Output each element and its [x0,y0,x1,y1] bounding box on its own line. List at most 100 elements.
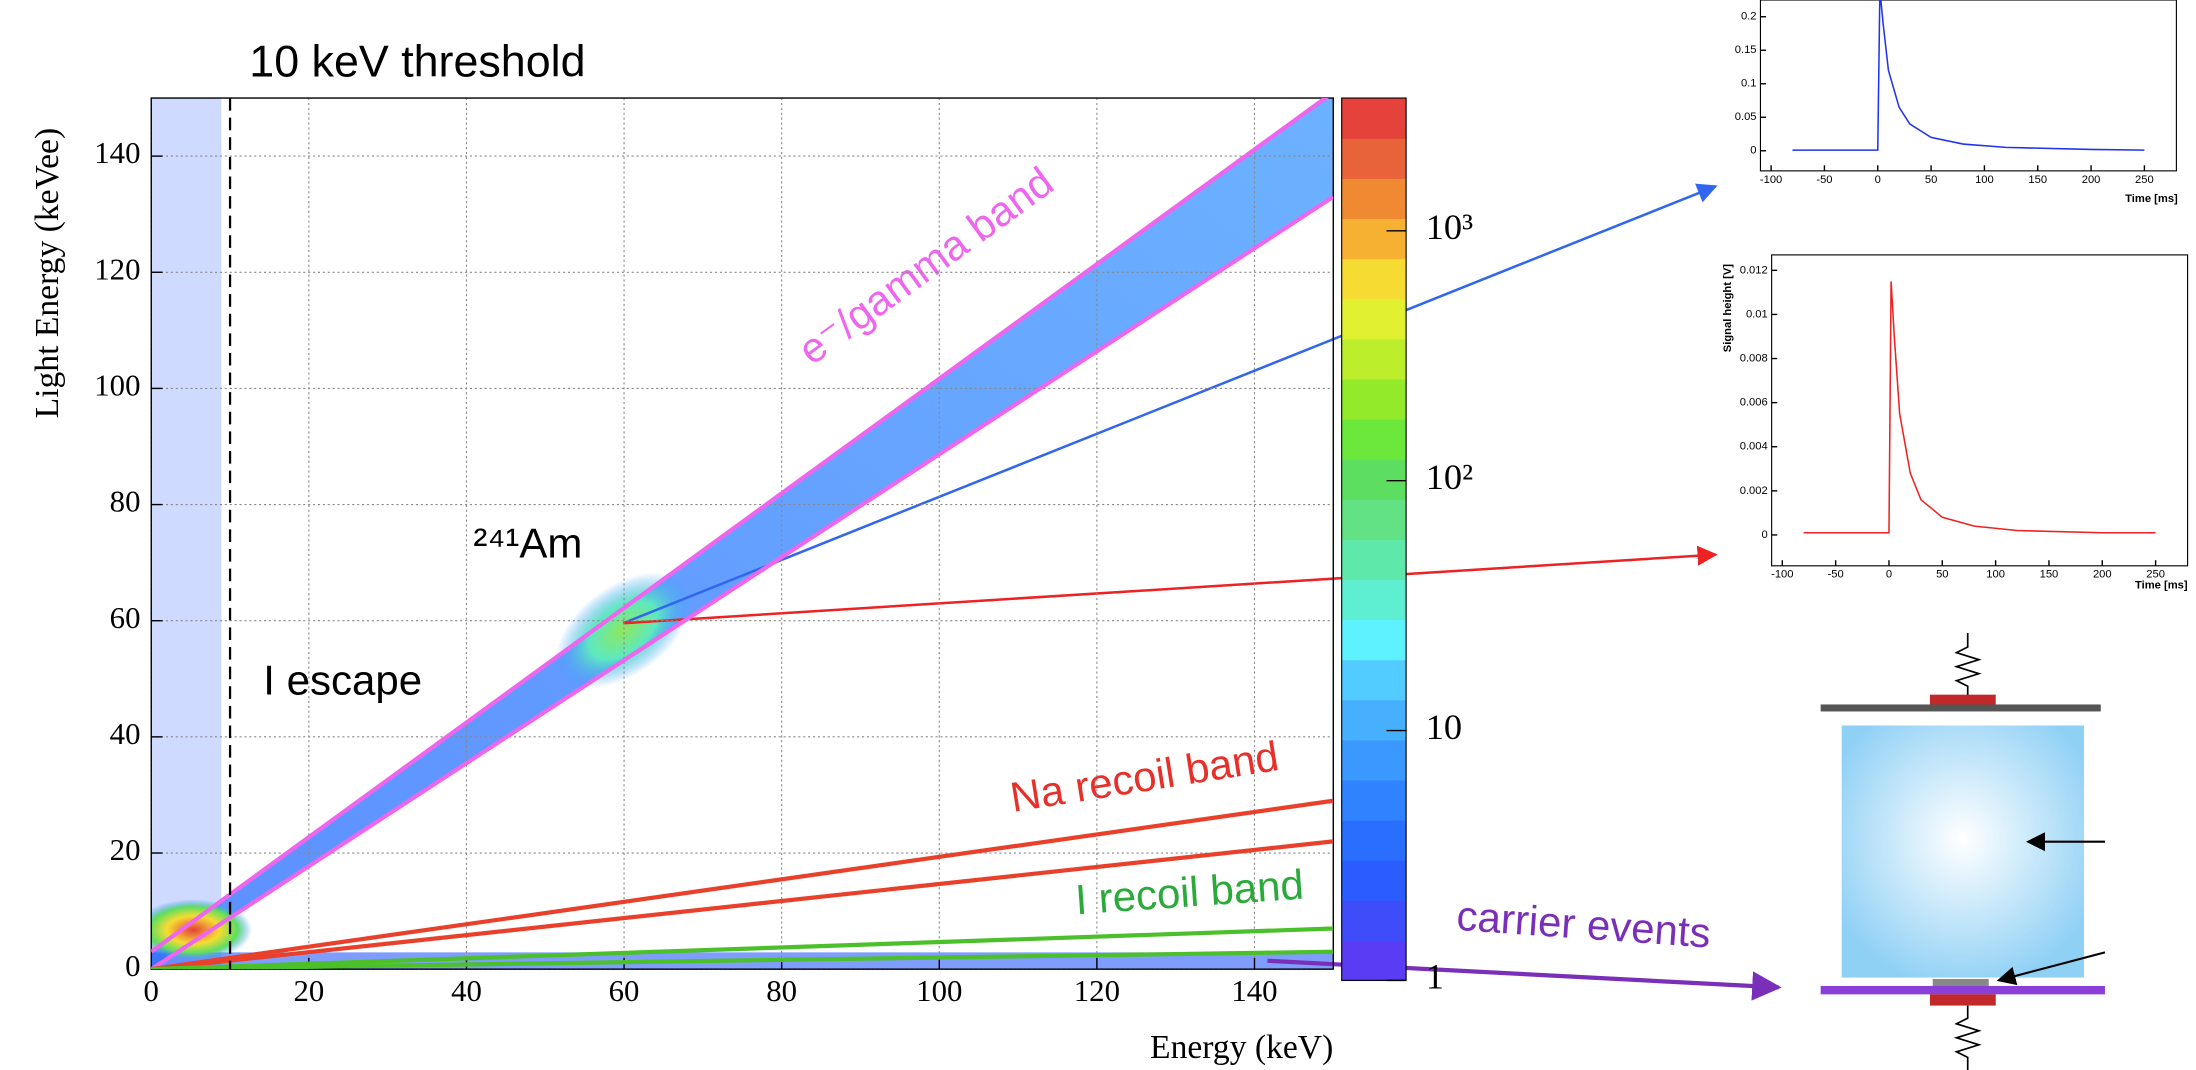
colorbar-bin [1341,860,1407,901]
spring [1953,1005,1982,1070]
x-tick-label: 150 [2040,569,2059,581]
band-line [151,839,1334,970]
colorbar-bin [1341,298,1407,340]
y-tick-label: 0.05 [1735,111,1757,123]
sensor [1929,694,1996,708]
x-tick-label: 0 [1875,174,1881,186]
arrow [622,183,1718,625]
colorbar-bin [1341,258,1407,300]
colorbar-tick-label: 10 [1426,707,1462,747]
x-tick-label: 140 [1231,974,1277,1008]
plot-frame [1771,254,2189,567]
y-tick-label: 0.004 [1740,441,1768,453]
colorbar-bin [1341,579,1407,621]
x-tick-label: 100 [916,974,962,1008]
carrier-layer [1932,978,1989,988]
arrow [623,545,1718,625]
density-band [151,98,1334,970]
spring [1953,633,1982,697]
colorbar-bin [1341,418,1407,460]
x-tick-label: 250 [2135,174,2154,186]
colorbar-bin [1341,378,1407,420]
x-tick-label: 250 [2146,569,2165,581]
band-line [151,949,1334,970]
signal-line [1803,281,2156,534]
colorbar-bin [1341,138,1407,179]
plot-frame [1759,0,2177,172]
x-tick-label: 20 [293,974,324,1008]
colorbar-frame [1341,97,1407,981]
y-axis-label: Light Energy (keVee) [29,128,66,419]
colorbar-bin [1341,178,1407,220]
colorbar-bin [1341,819,1407,861]
colorbar-bin [1341,539,1407,581]
colorbar-bin [1341,659,1407,701]
x-tick-label: -50 [1816,174,1832,186]
colorbar-bin [1341,218,1407,260]
x-tick-label: 200 [2082,174,2101,186]
y-tick-label: 40 [110,717,141,751]
colorbar-tick-label: 10² [1426,457,1473,497]
y-tick-label: 80 [110,485,141,519]
band-label: Na recoil band [1007,732,1282,821]
y-tick-label: 140 [94,136,140,170]
signal-line [1792,0,2145,151]
x-axis-label: Energy (keV) [1150,1029,1333,1066]
x-tick-label: 80 [766,974,797,1008]
y-tick-label: 0.006 [1740,397,1768,409]
plate [1820,704,2101,712]
sensor [1929,994,1996,1006]
plate [1820,985,2105,995]
y-tick-label: 0.01 [1746,308,1768,320]
y-axis-label: Signal height [V] [1722,264,1734,353]
y-tick-label: 0 [1761,529,1767,541]
y-tick-label: 60 [110,601,141,635]
colorbar-bin [1341,338,1407,380]
colorbar-bin [1341,98,1407,139]
y-tick-label: 0 [125,949,140,983]
x-tick-label: -50 [1828,569,1844,581]
plot-frame [150,97,1334,970]
x-tick-label: 60 [609,974,640,1008]
detector-schematic [1820,633,2106,1070]
arrow [1996,951,2106,986]
y-tick-label: 0.008 [1740,352,1768,364]
am-peak-blob [555,572,691,689]
colorbar-bin [1341,940,1407,982]
colorbar-tick-label: 1 [1426,957,1444,997]
annotation: ²⁴¹Am [473,519,582,566]
colorbar-bin [1341,900,1407,941]
y-tick-label: 20 [110,833,141,867]
y-tick-label: 0.2 [1741,11,1757,23]
low-energy-strip [151,98,222,970]
y-tick-label: 0.002 [1740,485,1768,497]
y-tick-label: 0 [1750,145,1756,157]
x-tick-label: 50 [1936,569,1948,581]
low-energy-blob [151,899,253,961]
x-tick-label: 0 [1886,569,1892,581]
y-tick-label: 120 [94,252,140,286]
colorbar-bin [1341,458,1407,500]
x-tick-label: -100 [1760,174,1782,186]
x-tick-label: 100 [1975,174,1994,186]
x-tick-label: 120 [1074,974,1120,1008]
y-tick-label: 0.1 [1741,78,1757,90]
band-line [151,98,1329,954]
colorbar-tick-label: 10³ [1426,207,1473,247]
x-tick-label: 200 [2093,569,2112,581]
colorbar-bin [1341,739,1407,781]
band-line [151,195,1334,970]
band-line [151,798,1334,970]
threshold-label: 10 keV threshold [249,36,585,86]
crystal [1841,725,2084,978]
x-tick-label: -100 [1771,569,1793,581]
x-axis-label: Time [ms] [2125,193,2178,205]
x-tick-label: 40 [451,974,482,1008]
y-tick-label: 0.012 [1740,264,1768,276]
colorbar-bin [1341,699,1407,741]
annotation: carrier events [1455,892,1712,957]
x-tick-label: 150 [2028,174,2047,186]
x-tick-label: 0 [144,974,159,1008]
